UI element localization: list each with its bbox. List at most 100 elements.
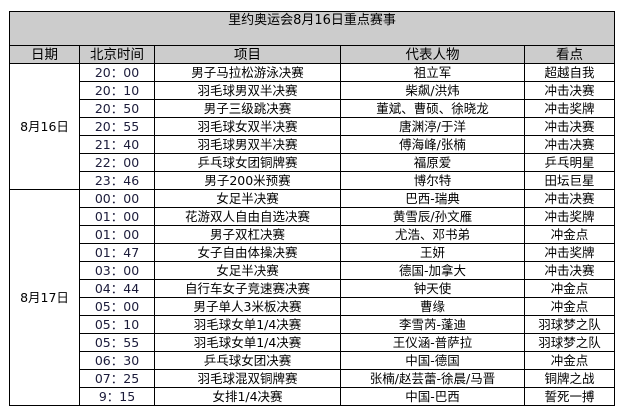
time-cell: 20：10 (79, 81, 155, 100)
time-cell: 23：46 (79, 171, 155, 190)
time-cell: 06：30 (79, 351, 155, 370)
people-cell: 张楠/赵芸蕾-徐晨/马晋 (340, 369, 525, 388)
people-cell: 尤浩、邓书弟 (340, 225, 525, 244)
event-cell: 男子单人3米板决赛 (154, 297, 341, 316)
time-cell: 05：55 (79, 333, 155, 352)
date-cell: 8月16日 (9, 63, 80, 190)
event-cell: 羽毛球混双铜牌赛 (154, 369, 341, 388)
event-cell: 自行车女子竞速赛决赛 (154, 279, 341, 298)
event-cell: 羽毛球女单1/4决赛 (154, 315, 341, 334)
event-cell: 花游双人自由自选决赛 (154, 207, 341, 226)
table-row: 22：00 乒乓球女团铜牌赛 福原爱 乒乓明星 (10, 153, 615, 172)
table-title: 里约奥运会8月16日重点赛事 (9, 11, 615, 46)
table-row: 05：00 男子单人3米板决赛 曹缘 冲金点 (10, 297, 615, 316)
highlight-cell: 乒乓明星 (524, 153, 615, 172)
people-cell: 祖立军 (340, 63, 525, 82)
people-cell: 曹缘 (340, 297, 525, 316)
event-cell: 女足半决赛 (154, 261, 341, 280)
table-row: 8月17日 00：00 女足半决赛 巴西-瑞典 冲击决赛 (9, 189, 615, 406)
event-cell: 女子自由体操决赛 (154, 243, 341, 262)
table-row: 20：10 羽毛球男双半决赛 柴飙/洪炜 冲击决赛 (10, 81, 615, 100)
time-cell: 9：15 (79, 387, 155, 406)
table-row: 07：25 羽毛球混双铜牌赛 张楠/赵芸蕾-徐晨/马晋 铜牌之战 (10, 369, 615, 388)
time-cell: 01：47 (79, 243, 155, 262)
highlight-cell: 冲击决赛 (524, 135, 615, 154)
people-cell: 中国-巴西 (340, 387, 525, 406)
event-cell: 女排1/4决赛 (154, 387, 341, 406)
table-row: 20：55 羽毛球女双半决赛 唐渊渟/于洋 冲击决赛 (10, 117, 615, 136)
event-cell: 男子双杠决赛 (154, 225, 341, 244)
people-cell: 王妍 (340, 243, 525, 262)
table-row: 21：40 羽毛球男双半决赛 傅海峰/张楠 冲击决赛 (10, 135, 615, 154)
schedule-table: 里约奥运会8月16日重点赛事 日期 北京时间 项目 代表人物 看点 8月16日 2… (9, 11, 615, 406)
table-row: 01：00 花游双人自由自选决赛 黄雪辰/孙文雁 冲击奖牌 (10, 207, 615, 226)
header-date: 日期 (9, 45, 80, 64)
highlight-cell: 冲击决赛 (524, 81, 615, 100)
time-cell: 01：00 (79, 225, 155, 244)
title-row: 里约奥运会8月16日重点赛事 (9, 11, 615, 46)
event-cell: 男子200米预赛 (154, 171, 341, 190)
event-cell: 羽毛球女双半决赛 (154, 117, 341, 136)
people-cell: 钟天使 (340, 279, 525, 298)
highlight-cell: 羽球梦之队 (524, 333, 615, 352)
highlight-cell: 超越自我 (524, 63, 615, 82)
highlight-cell: 冲击决赛 (524, 261, 615, 280)
highlight-cell: 誓死一搏 (524, 387, 615, 406)
event-cell: 乒乓球女团铜牌赛 (154, 153, 341, 172)
event-cell: 男子马拉松游泳决赛 (154, 63, 341, 82)
people-cell: 唐渊渟/于洋 (340, 117, 525, 136)
highlight-cell: 铜牌之战 (524, 369, 615, 388)
header-people: 代表人物 (340, 45, 525, 64)
table-row: 05：10 羽毛球女单1/4决赛 李雪芮-蓬迪 羽球梦之队 (10, 315, 615, 334)
table-row: 8月16日 20：00 男子马拉松游泳决赛 祖立军 超越自我 (9, 63, 615, 190)
time-cell: 07：25 (79, 369, 155, 388)
event-cell: 羽毛球男双半决赛 (154, 135, 341, 154)
time-cell: 20：50 (79, 99, 155, 118)
highlight-cell: 冲击奖牌 (524, 207, 615, 226)
highlight-cell: 田坛巨星 (524, 171, 615, 190)
table-row: 04：44 自行车女子竞速赛决赛 钟天使 冲金点 (10, 279, 615, 298)
highlight-cell: 冲金点 (524, 351, 615, 370)
time-cell: 05：10 (79, 315, 155, 334)
highlight-cell: 冲金点 (524, 297, 615, 316)
highlight-cell: 冲金点 (524, 225, 615, 244)
table-row: 03：00 女足半决赛 德国-加拿大 冲击决赛 (10, 261, 615, 280)
table-row: 9：15 女排1/4决赛 中国-巴西 誓死一搏 (10, 387, 615, 406)
event-cell: 女足半决赛 (154, 189, 341, 208)
time-cell: 22：00 (79, 153, 155, 172)
time-cell: 01：00 (79, 207, 155, 226)
table-row: 05：55 羽毛球女单1/4决赛 王仪涵-普萨拉 羽球梦之队 (10, 333, 615, 352)
table-row: 20：50 男子三级跳决赛 董斌、曹硕、徐晓龙 冲击奖牌 (10, 99, 615, 118)
event-cell: 羽毛球男双半决赛 (154, 81, 341, 100)
people-cell: 李雪芮-蓬迪 (340, 315, 525, 334)
date-cell: 8月17日 (9, 189, 80, 406)
people-cell: 王仪涵-普萨拉 (340, 333, 525, 352)
time-cell: 00：00 (79, 189, 155, 208)
event-cell: 男子三级跳决赛 (154, 99, 341, 118)
header-highlight: 看点 (524, 45, 615, 64)
people-cell: 董斌、曹硕、徐晓龙 (340, 99, 525, 118)
time-cell: 21：40 (79, 135, 155, 154)
time-cell: 05：00 (79, 297, 155, 316)
table-row: 01：00 男子双杠决赛 尤浩、邓书弟 冲金点 (10, 225, 615, 244)
time-cell: 04：44 (79, 279, 155, 298)
table-row: 01：47 女子自由体操决赛 王妍 冲击奖牌 (10, 243, 615, 262)
header-event: 项目 (154, 45, 341, 64)
time-cell: 20：00 (79, 63, 155, 82)
people-cell: 黄雪辰/孙文雁 (340, 207, 525, 226)
people-cell: 柴飙/洪炜 (340, 81, 525, 100)
table-row: 06：30 乒乓球女团决赛 中国-德国 冲金点 (10, 351, 615, 370)
people-cell: 傅海峰/张楠 (340, 135, 525, 154)
header-row: 日期 北京时间 项目 代表人物 看点 (9, 45, 615, 64)
table-row: 23：46 男子200米预赛 博尔特 田坛巨星 (10, 171, 615, 190)
highlight-cell: 冲击决赛 (524, 117, 615, 136)
header-time: 北京时间 (79, 45, 155, 64)
event-cell: 羽毛球女单1/4决赛 (154, 333, 341, 352)
event-cell: 乒乓球女团决赛 (154, 351, 341, 370)
people-cell: 中国-德国 (340, 351, 525, 370)
people-cell: 德国-加拿大 (340, 261, 525, 280)
time-cell: 20：55 (79, 117, 155, 136)
highlight-cell: 冲击奖牌 (524, 99, 615, 118)
highlight-cell: 冲击决赛 (524, 189, 615, 208)
time-cell: 03：00 (79, 261, 155, 280)
